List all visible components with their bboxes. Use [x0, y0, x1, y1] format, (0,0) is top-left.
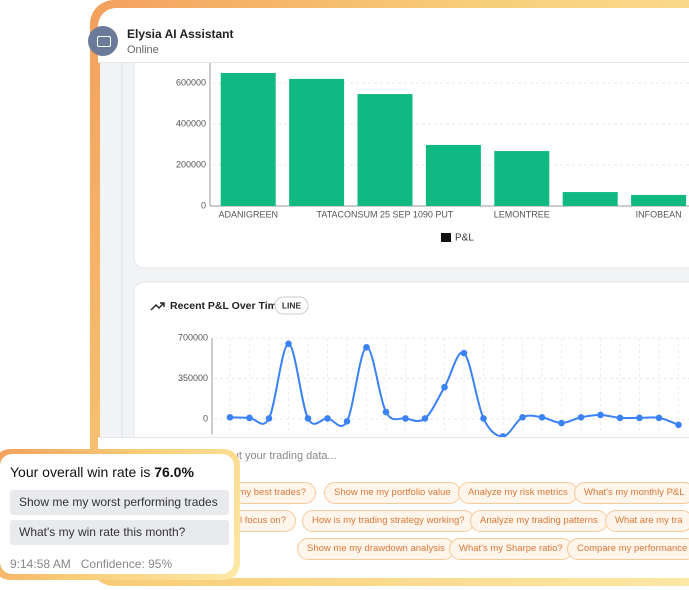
suggestion-chip[interactable]: Analyze my trading patterns — [470, 510, 608, 532]
chart-type-badge-text: LINE — [282, 300, 302, 310]
point — [441, 383, 448, 391]
bar — [494, 151, 550, 206]
suggestion-chip[interactable]: What's my monthly P&L — [574, 482, 689, 504]
confidence: Confidence: 95% — [80, 557, 173, 571]
point — [538, 413, 546, 421]
win-rate-popup: Your overall win rate is 76.0% Show me m… — [0, 449, 240, 580]
y-tick-label: 600000 — [176, 77, 206, 87]
point — [421, 415, 429, 422]
point — [460, 349, 468, 357]
point — [402, 415, 409, 422]
bar — [289, 78, 345, 206]
status: Online — [127, 44, 159, 56]
assistant-name: Elysia AI Assistant — [127, 27, 234, 41]
line-card — [133, 281, 689, 440]
point — [343, 418, 351, 425]
point — [265, 415, 273, 422]
quick-action[interactable]: What's my win rate this month? — [10, 520, 229, 545]
bar — [562, 192, 618, 206]
suggestion-chip[interactable]: What are my tra — [605, 510, 689, 532]
point — [382, 408, 390, 416]
point — [616, 414, 624, 422]
bar — [220, 72, 276, 206]
message-text: Your overall win rate is — [10, 464, 151, 480]
point — [324, 415, 331, 422]
y-tick-label: 0 — [201, 200, 206, 210]
point — [304, 415, 312, 422]
suggestion-chip[interactable]: Show me my drawdown analysis — [297, 538, 455, 560]
suggestion-chip[interactable]: Analyze my risk metrics — [458, 482, 578, 504]
avatar — [88, 26, 118, 56]
bar — [631, 194, 687, 206]
y-tick-label: 0 — [203, 413, 208, 423]
point — [480, 415, 487, 422]
legend-label: P&L — [455, 233, 474, 244]
point — [577, 413, 585, 421]
suggestion-chip[interactable]: How is my trading strategy working? — [302, 510, 475, 532]
bot-icon — [97, 36, 111, 47]
point — [597, 411, 604, 419]
suggestion-chip[interactable]: Compare my performance — [567, 538, 689, 560]
line-chart-title: Recent P&L Over Time — [170, 300, 283, 312]
popup-message: Your overall win rate is 76.0% — [10, 464, 194, 480]
bar — [357, 94, 413, 206]
y-tick-label: 350000 — [178, 373, 208, 383]
point — [655, 414, 663, 422]
y-tick-label: 700000 — [178, 332, 208, 342]
popup-body: Your overall win rate is 76.0% Show me m… — [0, 454, 234, 574]
y-tick-label: 400000 — [176, 118, 206, 128]
x-tick-label: LEMONTREE — [494, 209, 550, 219]
quick-action[interactable]: Show me my worst performing trades — [10, 490, 229, 515]
x-tick-label: INFOBEAN — [636, 209, 682, 219]
timestamp: 9:14:58 AM — [10, 557, 71, 571]
point — [519, 413, 526, 421]
point — [636, 414, 643, 422]
x-tick-label: ADANIGREEN — [218, 209, 278, 219]
bar — [425, 144, 481, 206]
point — [363, 343, 370, 351]
header: Elysia AI Assistant Online — [88, 8, 689, 63]
point — [246, 414, 253, 422]
point — [285, 340, 292, 348]
chart-type-badge — [274, 296, 309, 315]
x-tick-label: TATACONSUM 25 SEP 1090 PUT — [317, 209, 454, 219]
suggestion-chip[interactable]: Show me my portfolio value — [324, 482, 461, 504]
point — [558, 419, 565, 427]
win-rate-value: 76.0% — [154, 464, 194, 480]
popup-footer: 9:14:58 AM Confidence: 95% — [10, 557, 172, 571]
trend-icon — [150, 302, 165, 311]
point — [675, 421, 682, 429]
y-tick-label: 200000 — [176, 159, 206, 169]
point — [226, 413, 234, 421]
suggestion-chip[interactable]: What's my Sharpe ratio? — [449, 538, 573, 560]
legend-swatch — [441, 233, 451, 242]
